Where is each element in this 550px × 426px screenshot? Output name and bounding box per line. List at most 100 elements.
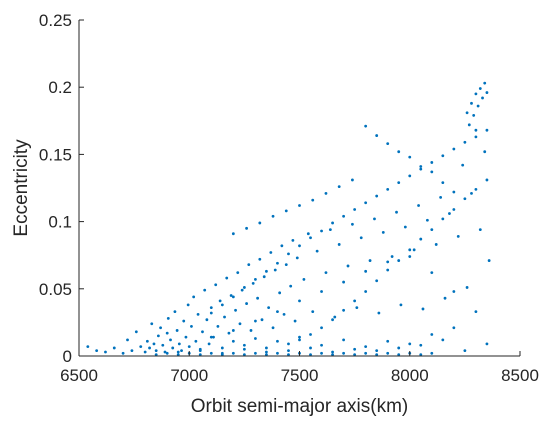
data-point xyxy=(262,275,266,279)
data-point xyxy=(231,339,235,343)
data-point xyxy=(483,150,487,154)
data-point xyxy=(220,353,224,357)
data-point xyxy=(298,335,301,339)
data-point xyxy=(353,347,357,351)
data-point xyxy=(324,191,328,195)
data-point xyxy=(452,190,456,194)
data-point xyxy=(134,330,138,334)
data-point xyxy=(269,251,273,254)
data-point xyxy=(177,342,181,346)
data-point xyxy=(175,329,179,332)
data-point xyxy=(242,343,246,347)
x-tick-label: 7500 xyxy=(281,366,319,385)
data-point xyxy=(216,325,220,328)
data-point xyxy=(184,335,188,339)
data-point xyxy=(192,295,196,299)
data-point xyxy=(231,329,235,332)
data-point xyxy=(311,198,315,202)
data-point xyxy=(375,353,379,357)
data-point xyxy=(236,271,240,275)
data-point xyxy=(145,339,149,343)
data-point xyxy=(441,181,445,185)
data-point xyxy=(209,351,213,355)
data-point xyxy=(441,154,445,158)
data-point xyxy=(408,255,412,258)
data-point xyxy=(351,222,354,226)
data-point xyxy=(258,221,262,225)
data-point xyxy=(209,311,213,315)
data-point xyxy=(346,264,350,268)
data-point xyxy=(176,353,180,357)
x-ticks: 6500 7000 7500 8000 8500 xyxy=(60,351,539,385)
data-point xyxy=(324,271,328,275)
data-point xyxy=(441,338,445,342)
data-point xyxy=(419,165,423,168)
data-point xyxy=(238,322,242,326)
data-point xyxy=(121,351,125,355)
data-point xyxy=(364,351,368,355)
data-point xyxy=(166,316,170,320)
data-point xyxy=(390,255,394,258)
data-point xyxy=(187,345,191,348)
data-point xyxy=(386,187,390,191)
data-point xyxy=(441,217,445,221)
data-point xyxy=(265,269,268,273)
data-point xyxy=(207,342,211,346)
data-point xyxy=(256,296,260,300)
data-point xyxy=(320,326,323,330)
data-point xyxy=(351,178,354,182)
data-point xyxy=(190,325,193,328)
data-point xyxy=(231,351,235,355)
data-point xyxy=(375,279,379,283)
data-point xyxy=(430,351,434,355)
data-point xyxy=(143,350,147,354)
data-point xyxy=(212,335,215,339)
data-point xyxy=(412,248,416,252)
y-tick-label: 0.15 xyxy=(39,145,72,164)
data-point xyxy=(163,350,167,354)
data-point xyxy=(309,333,312,336)
data-point xyxy=(311,310,315,314)
data-point xyxy=(485,91,489,94)
data-point xyxy=(231,295,235,299)
data-point xyxy=(209,335,213,339)
data-point xyxy=(485,342,489,346)
data-point xyxy=(95,349,99,353)
data-point xyxy=(298,299,301,303)
data-point xyxy=(331,350,334,354)
data-point xyxy=(245,226,248,230)
data-point xyxy=(474,187,478,191)
data-point xyxy=(320,229,323,233)
data-point xyxy=(309,346,312,350)
data-point xyxy=(470,191,473,195)
data-point xyxy=(487,259,491,262)
data-point xyxy=(154,349,158,353)
data-point xyxy=(249,329,253,332)
data-point xyxy=(353,208,357,211)
data-point xyxy=(430,228,434,232)
data-point xyxy=(254,277,257,281)
data-point xyxy=(375,194,379,198)
data-point xyxy=(258,257,262,261)
data-point xyxy=(201,330,204,334)
data-point xyxy=(439,196,443,199)
data-point xyxy=(485,178,489,182)
data-point xyxy=(342,351,345,355)
data-point xyxy=(287,342,290,346)
data-point xyxy=(169,338,172,342)
data-point xyxy=(419,167,423,171)
data-point xyxy=(452,208,456,211)
data-point xyxy=(355,306,359,310)
data-point xyxy=(448,212,451,215)
data-point xyxy=(284,263,288,267)
data-point xyxy=(165,331,169,335)
data-point xyxy=(186,303,190,307)
data-point xyxy=(293,319,297,323)
data-point xyxy=(342,338,345,342)
data-point xyxy=(320,343,323,347)
data-point xyxy=(240,288,244,292)
data-point xyxy=(271,326,275,330)
x-tick-label: 8000 xyxy=(391,366,429,385)
data-point xyxy=(430,333,434,336)
data-point xyxy=(353,353,357,357)
